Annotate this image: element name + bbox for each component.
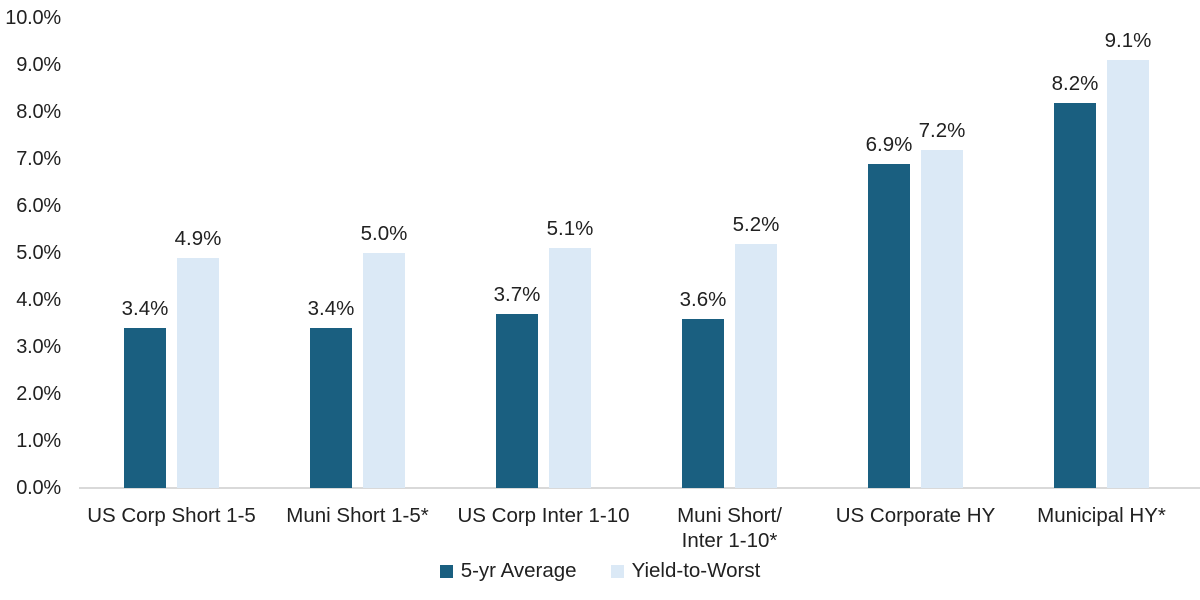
bar-yield-to-worst: [1107, 60, 1149, 488]
category-label: US Corp Inter 1-10: [457, 504, 630, 527]
x-axis-line: [79, 487, 1200, 489]
bar-value-label: 7.2%: [918, 118, 966, 142]
legend-item: Yield-to-Worst: [610, 559, 761, 583]
bar-5-yr-average: [682, 318, 724, 488]
bar-5-yr-average: [1054, 102, 1096, 488]
bar-value-label: 3.4%: [121, 297, 169, 321]
bar-5-yr-average: [496, 314, 538, 488]
legend-swatch-icon: [610, 564, 624, 578]
legend: 5-yr Average Yield-to-Worst: [0, 559, 1200, 583]
legend-label: 5-yr Average: [460, 559, 577, 582]
bar-value-label: 3.6%: [679, 287, 727, 311]
legend-swatch-icon: [439, 564, 453, 578]
bar-value-label: 5.1%: [546, 217, 594, 241]
bar-yield-to-worst: [549, 248, 591, 488]
y-tick-label: 6.0%: [16, 195, 61, 217]
y-tick-label: 1.0%: [16, 430, 61, 452]
bar-value-label: 8.2%: [1051, 71, 1099, 95]
legend-label: Yield-to-Worst: [631, 559, 761, 582]
category-label: US Corporate HY: [835, 504, 996, 527]
category-label: Muni Short 1-5*: [286, 504, 429, 527]
bar-5-yr-average: [868, 163, 910, 488]
bar-yield-to-worst: [921, 149, 963, 488]
bar-value-label: 6.9%: [865, 132, 913, 156]
category-label: Muni Short/ Inter 1-10*: [677, 504, 782, 552]
y-tick-label: 2.0%: [16, 383, 61, 405]
y-tick-label: 7.0%: [16, 148, 61, 170]
bar-value-label: 3.4%: [307, 297, 355, 321]
y-tick-label: 8.0%: [16, 101, 61, 123]
bar-yield-to-worst: [735, 243, 777, 488]
category-label: Municipal HY*: [1037, 504, 1166, 527]
bar-value-label: 5.2%: [732, 212, 780, 236]
legend-item: 5-yr Average: [439, 559, 577, 583]
bar-yield-to-worst: [363, 253, 405, 488]
bar-value-label: 5.0%: [360, 222, 408, 245]
bar-value-label: 3.7%: [493, 283, 541, 307]
y-tick-label: 5.0%: [16, 242, 61, 264]
bar-5-yr-average: [124, 328, 166, 488]
category-label: US Corp Short 1-5: [87, 504, 256, 527]
y-tick-label: 3.0%: [16, 336, 61, 358]
bar-value-label: 4.9%: [174, 226, 222, 250]
bar-5-yr-average: [310, 328, 352, 488]
bar-value-label: 9.1%: [1104, 29, 1152, 53]
y-tick-label: 9.0%: [16, 54, 61, 76]
y-tick-label: 10.0%: [5, 7, 61, 29]
y-tick-label: 0.0%: [16, 477, 61, 499]
bar-yield-to-worst: [177, 257, 219, 488]
y-tick-label: 4.0%: [16, 289, 61, 311]
